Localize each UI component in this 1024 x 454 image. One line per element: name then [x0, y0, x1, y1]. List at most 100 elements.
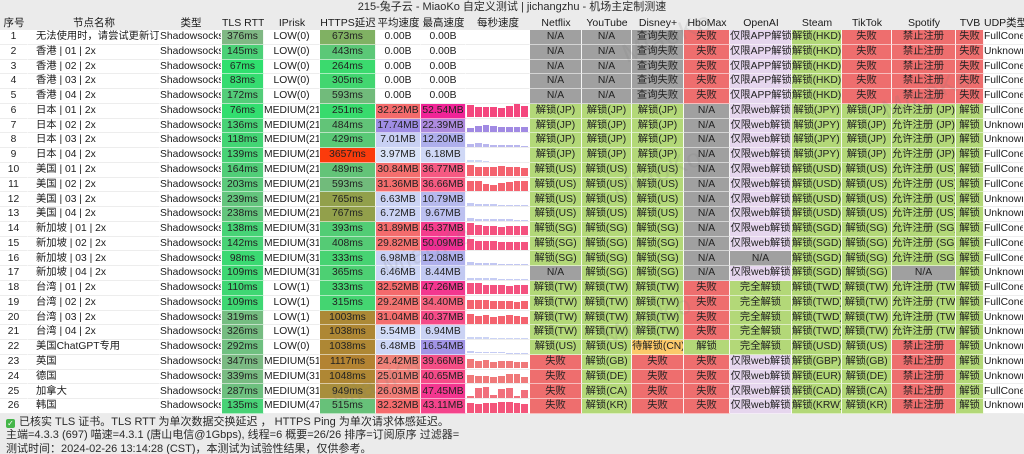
cell-tvb: 失败 — [956, 30, 984, 45]
cell-udp: Unknown — [984, 369, 1024, 385]
cell-tls: 287ms — [222, 384, 264, 400]
cell-openai: 仅限web解锁 — [730, 399, 792, 414]
cell-hbomax: 失败 — [684, 30, 730, 45]
cell-max: 6.18MB — [421, 148, 466, 163]
cell-no: 26 — [0, 399, 28, 414]
cell-hbomax: 失败 — [684, 59, 730, 75]
cell-name: 台湾 | 02 | 2x — [28, 295, 160, 311]
cell-openai: N/A — [730, 251, 792, 267]
cell-tls: 135ms — [222, 399, 264, 414]
page-title: 215-兔子云 - MiaoKo 自定义测试 | jichangzhu - 机场… — [357, 1, 667, 13]
cell-netflix: 解锁(TW) — [530, 295, 582, 311]
cell-risk: LOW(0) — [264, 74, 320, 90]
cell-max: 40.37MB — [421, 310, 466, 326]
speedtest-table: 序号 节点名称 类型 TLS RTT IPrisk HTTPS延迟 平均速度 最高速度 每秒速度… — [0, 15, 1024, 414]
cell-youtube: N/A — [582, 30, 632, 45]
cell-no: 9 — [0, 148, 28, 163]
cell-spotify: 允许注册 (SG) — [892, 251, 956, 267]
cell-udp: Unknown — [984, 340, 1024, 355]
cell-youtube: 解锁(DE) — [582, 369, 632, 385]
cell-tvb: 解锁 — [956, 192, 984, 208]
cell-tls: 145ms — [222, 44, 264, 60]
cell-spotify: 禁止注册 — [892, 44, 956, 60]
cell-sec — [466, 103, 530, 119]
cell-youtube: 解锁(TW) — [582, 325, 632, 341]
cell-tiktok: 解锁(US) — [842, 162, 892, 178]
cell-steam: 解锁(HKD) — [792, 44, 842, 60]
cell-no: 5 — [0, 89, 28, 104]
cell-sec — [466, 281, 530, 296]
cell-no: 16 — [0, 251, 28, 267]
cell-hbomax: N/A — [684, 103, 730, 119]
table-row: 8 日本 | 03 | 2x Shadowsocks 118ms MEDIUM(21) 4… — [0, 133, 1024, 149]
cell-hbomax: N/A — [684, 118, 730, 134]
cell-disney: 待解锁(CN) — [632, 340, 684, 355]
cell-disney: 解锁(TW) — [632, 325, 684, 341]
speed-sparkline — [467, 89, 528, 102]
cell-openai: 仅限web解锁 — [730, 162, 792, 178]
cell-tvb: 失败 — [956, 74, 984, 90]
cell-openai: 仅限web解锁 — [730, 354, 792, 370]
cell-type: Shadowsocks — [160, 162, 222, 178]
cell-type: Shadowsocks — [160, 103, 222, 119]
cell-tiktok: 解锁(SG) — [842, 221, 892, 237]
cell-udp: FullCone — [984, 221, 1024, 237]
cell-name: 香港 | 04 | 2x — [28, 89, 160, 104]
cell-name: 加拿大 — [28, 384, 160, 400]
table-row: 4 香港 | 03 | 2x Shadowsocks 83ms LOW(0) 305ms 0… — [0, 74, 1024, 90]
cell-netflix: 失败 — [530, 384, 582, 400]
cell-tvb: 解锁 — [956, 354, 984, 370]
cell-type: Shadowsocks — [160, 266, 222, 282]
cell-risk: LOW(1) — [264, 325, 320, 341]
cell-name: 香港 | 02 | 2x — [28, 59, 160, 75]
speed-sparkline — [467, 208, 528, 221]
cell-sec — [466, 30, 530, 45]
table-row: 21 台湾 | 04 | 2x Shadowsocks 326ms LOW(1) 1038… — [0, 325, 1024, 341]
cell-udp: Unknown — [984, 325, 1024, 341]
cell-risk: LOW(0) — [264, 44, 320, 60]
cell-disney: 解锁(JP) — [632, 133, 684, 149]
table-row: 15 新加坡 | 02 | 2x Shadowsocks 142ms MEDIUM(31… — [0, 236, 1024, 252]
cell-tls: 203ms — [222, 177, 264, 193]
cell-youtube: N/A — [582, 89, 632, 104]
cell-risk: MEDIUM(31) — [264, 266, 320, 282]
cell-no: 22 — [0, 340, 28, 355]
cell-avg: 24.42MB — [376, 354, 421, 370]
cell-youtube: N/A — [582, 44, 632, 60]
cell-avg: 30.84MB — [376, 162, 421, 178]
cell-tvb: 解锁 — [956, 310, 984, 326]
speed-sparkline — [467, 370, 528, 383]
table-row: 22 美国ChatGPT专用 Shadowsocks 292ms LOW(0) 1038m… — [0, 340, 1024, 355]
cell-risk: MEDIUM(31) — [264, 236, 320, 252]
speed-sparkline — [467, 326, 528, 339]
cell-risk: MEDIUM(31) — [264, 251, 320, 267]
cell-youtube: 解锁(US) — [582, 192, 632, 208]
cell-hbomax: 失败 — [684, 325, 730, 341]
cell-netflix: 解锁(JP) — [530, 133, 582, 149]
cell-disney: 解锁(SG) — [632, 251, 684, 267]
cell-spotify: 允许注册 (SG) — [892, 236, 956, 252]
cell-tiktok: 失败 — [842, 89, 892, 104]
cell-netflix: N/A — [530, 30, 582, 45]
cell-steam: 解锁(JPY) — [792, 103, 842, 119]
cell-openai: 仅限APP解锁 — [730, 74, 792, 90]
cell-hbomax: 失败 — [684, 295, 730, 311]
cell-name: 德国 — [28, 369, 160, 385]
cell-no: 21 — [0, 325, 28, 341]
table-row: 7 日本 | 02 | 2x Shadowsocks 136ms MEDIUM(21) 4… — [0, 118, 1024, 134]
cell-name: 新加坡 | 01 | 2x — [28, 221, 160, 237]
cell-udp: Unknown — [984, 133, 1024, 149]
cell-tvb: 解锁 — [956, 369, 984, 385]
cell-hbomax: 失败 — [684, 354, 730, 370]
cell-sec — [466, 310, 530, 326]
cell-steam: 解锁(EUR) — [792, 369, 842, 385]
cell-name: 韩国 — [28, 399, 160, 414]
cell-steam: 解锁(SGD) — [792, 266, 842, 282]
cell-steam: 解锁(HKD) — [792, 30, 842, 45]
cell-type: Shadowsocks — [160, 177, 222, 193]
cell-tiktok: 解锁(TW) — [842, 295, 892, 311]
cell-youtube: N/A — [582, 74, 632, 90]
cell-avg: 3.97MB — [376, 148, 421, 163]
cell-steam: 解锁(JPY) — [792, 133, 842, 149]
cell-sec — [466, 399, 530, 414]
